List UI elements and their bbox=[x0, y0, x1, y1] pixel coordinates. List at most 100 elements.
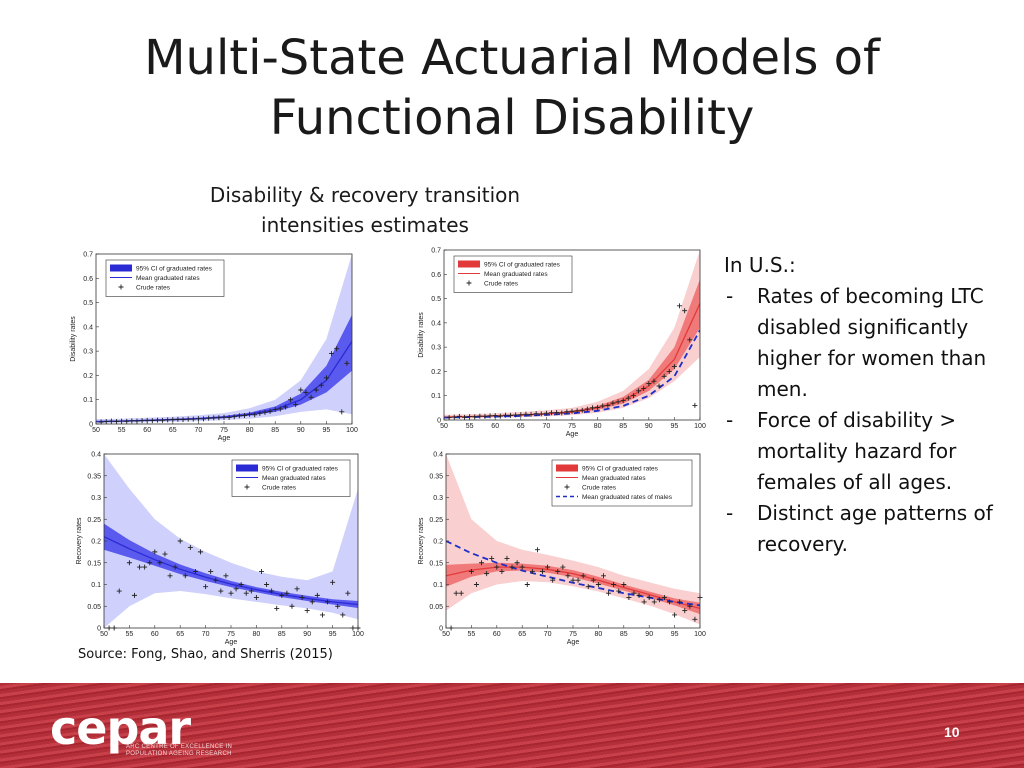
mean-graduated-line bbox=[446, 566, 700, 610]
crude-rate-point bbox=[298, 387, 304, 393]
crude-rate-point bbox=[314, 592, 320, 598]
crude-rate-point bbox=[550, 577, 556, 583]
note-text: Distinct age patterns of recovery. bbox=[757, 501, 993, 556]
note-item: - Distinct age patterns of recovery. bbox=[724, 498, 1014, 560]
legend-swatch-crude bbox=[118, 284, 124, 290]
crude-rate-point bbox=[264, 582, 270, 587]
crude-rate-point bbox=[524, 582, 530, 587]
crude-rate-point bbox=[499, 568, 505, 574]
note-item: - Rates of becoming LTC disabled signific… bbox=[724, 281, 1014, 405]
x-tick-label: 100 bbox=[352, 631, 364, 638]
crude-rate-point bbox=[241, 413, 247, 418]
y-tick-label: 0.35 bbox=[87, 473, 101, 480]
x-tick-label: 90 bbox=[645, 631, 653, 638]
crude-rate-point bbox=[595, 404, 601, 410]
y-tick-label: 0 bbox=[97, 626, 101, 633]
crude-rate-point bbox=[540, 568, 546, 574]
crude-points bbox=[446, 303, 698, 421]
crude-rate-point bbox=[504, 555, 510, 561]
crude-rate-point bbox=[549, 410, 555, 416]
x-tick-label: 65 bbox=[169, 427, 177, 434]
crude-rate-point bbox=[519, 564, 525, 570]
note-dash: - bbox=[726, 408, 734, 432]
crude-rate-point bbox=[600, 403, 606, 409]
x-tick-label: 60 bbox=[493, 631, 501, 638]
crude-rate-point bbox=[236, 413, 242, 419]
chart-recovery-males: 50 55 60 65 70 75 80 85 90 95 100 0 0.05 0.1 0.15 0.2 0.… bbox=[74, 448, 364, 648]
crude-rate-point bbox=[523, 411, 529, 417]
crude-rate-point bbox=[206, 415, 212, 421]
crude-rate-point bbox=[208, 568, 214, 574]
legend-swatch-crude bbox=[244, 484, 250, 490]
crude-rate-point bbox=[528, 411, 534, 417]
crude-rate-point bbox=[687, 603, 693, 609]
crude-rate-point bbox=[564, 409, 570, 415]
crude-rate-point bbox=[636, 592, 642, 598]
x-tick-label: 55 bbox=[118, 427, 126, 434]
crude-rate-point bbox=[247, 411, 253, 417]
crude-rate-point bbox=[468, 568, 474, 574]
crude-rate-point bbox=[216, 415, 222, 421]
x-tick-label: 85 bbox=[278, 631, 286, 638]
x-tick-label: 55 bbox=[466, 423, 474, 430]
x-tick-label: 95 bbox=[329, 631, 337, 638]
crude-rate-point bbox=[559, 410, 565, 416]
crude-rate-point bbox=[494, 564, 500, 570]
crude-rate-point bbox=[226, 414, 232, 420]
crude-rate-point bbox=[595, 582, 601, 587]
crude-rate-point bbox=[157, 560, 163, 566]
title-line-2: Functional Disability bbox=[269, 90, 755, 146]
x-axis-label: Age bbox=[567, 639, 580, 646]
crude-rate-point bbox=[282, 404, 288, 410]
crude-rate-point bbox=[473, 582, 479, 587]
crude-rate-point bbox=[154, 417, 160, 423]
ci-outer-band bbox=[96, 254, 352, 424]
x-tick-label: 65 bbox=[517, 423, 525, 430]
crude-rate-point bbox=[192, 568, 198, 574]
crude-rate-point bbox=[149, 418, 155, 424]
crude-rate-point bbox=[625, 395, 631, 401]
crude-rate-point bbox=[651, 599, 657, 605]
x-tick-label: 50 bbox=[92, 427, 100, 434]
crude-rate-point bbox=[458, 590, 464, 596]
crude-rate-point bbox=[165, 417, 171, 423]
crude-rate-point bbox=[201, 416, 207, 422]
x-tick-label: 95 bbox=[323, 427, 331, 434]
crude-rate-point bbox=[334, 346, 340, 352]
legend-label: Crude rates bbox=[136, 284, 171, 291]
y-tick-label: 0.2 bbox=[83, 373, 93, 380]
crude-rate-point bbox=[218, 588, 224, 594]
crude-rate-point bbox=[651, 378, 657, 384]
crude-rate-point bbox=[221, 414, 227, 420]
y-tick-label: 0.2 bbox=[91, 539, 101, 546]
crude-rate-point bbox=[288, 397, 294, 403]
crude-rate-point bbox=[692, 402, 698, 408]
y-tick-label: 0.15 bbox=[87, 560, 101, 567]
ci-outer-band bbox=[104, 454, 358, 628]
note-text: Force of disability > mortality hazard f… bbox=[757, 408, 957, 494]
ci-inner-band bbox=[104, 523, 358, 608]
y-tick-label: 0.7 bbox=[431, 248, 441, 255]
x-tick-label: 80 bbox=[253, 631, 261, 638]
y-tick-label: 0 bbox=[439, 626, 443, 633]
cepar-logo-text: cepar bbox=[50, 701, 191, 755]
y-tick-label: 0.05 bbox=[87, 604, 101, 611]
x-tick-label: 55 bbox=[126, 631, 134, 638]
crude-rate-point bbox=[139, 418, 145, 424]
x-tick-label: 70 bbox=[544, 631, 552, 638]
crude-rate-point bbox=[267, 408, 273, 414]
legend-swatch-ci bbox=[458, 260, 480, 268]
x-tick-label: 85 bbox=[619, 423, 627, 430]
crude-rate-point bbox=[620, 398, 626, 404]
y-tick-label: 0.3 bbox=[433, 495, 443, 502]
crude-rate-point bbox=[108, 418, 114, 424]
legend-label: Crude rates bbox=[582, 484, 617, 491]
x-tick-label: 100 bbox=[346, 427, 358, 434]
crude-rate-point bbox=[180, 417, 186, 423]
x-tick-label: 50 bbox=[442, 631, 450, 638]
y-tick-label: 0.6 bbox=[83, 276, 93, 283]
title-line-1: Multi-State Actuarial Models of bbox=[144, 30, 880, 86]
legend-swatch-crude bbox=[466, 280, 472, 286]
x-tick-label: 55 bbox=[468, 631, 476, 638]
y-axis-label: Disability rates bbox=[70, 316, 77, 362]
